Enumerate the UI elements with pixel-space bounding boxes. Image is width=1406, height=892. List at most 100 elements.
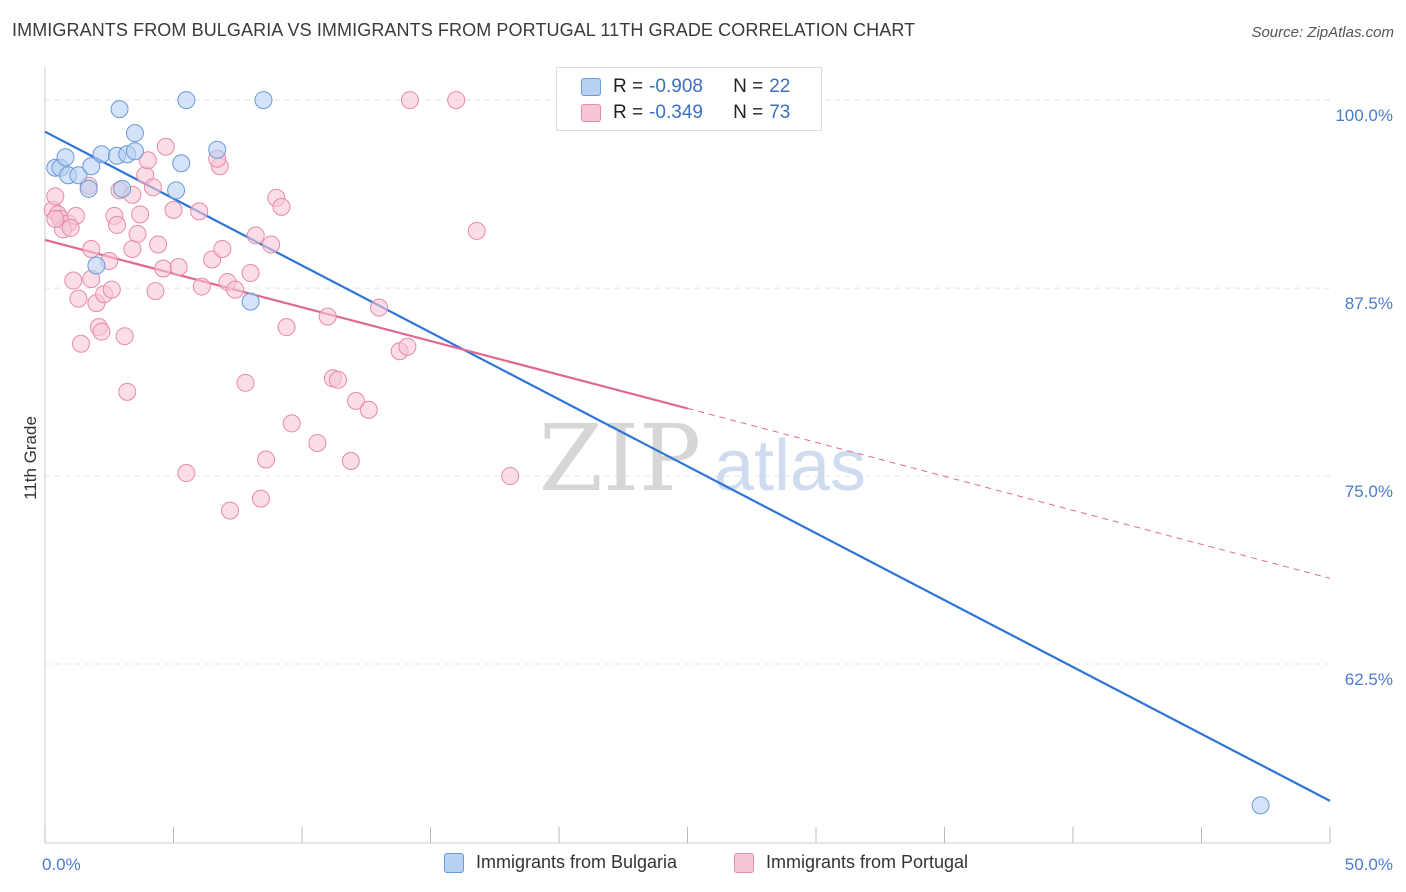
portugal-point	[169, 258, 188, 277]
bulgaria-point	[177, 91, 196, 110]
portugal-point	[123, 239, 142, 258]
bulgaria-point	[92, 145, 111, 164]
bulgaria-point	[79, 179, 98, 198]
bulgaria-point	[1251, 796, 1270, 815]
portugal-point	[138, 151, 157, 170]
portugal-point	[308, 433, 327, 452]
y-tick-label: 75.0%	[1345, 482, 1393, 501]
portugal-point	[213, 239, 232, 258]
bulgaria-point	[254, 91, 273, 110]
portugal-point	[115, 327, 134, 346]
portugal-legend-label: Immigrants from Portugal	[766, 852, 969, 872]
portugal-point	[241, 264, 260, 283]
portugal-point	[221, 501, 240, 520]
watermark: ZIP atlas	[539, 405, 866, 512]
bulgaria-point	[241, 292, 260, 311]
portugal-point	[251, 489, 270, 508]
portugal-point	[346, 391, 365, 410]
portugal-point	[277, 318, 296, 337]
portugal-point	[143, 178, 162, 197]
axes	[44, 67, 1331, 844]
legend-item-bulgaria: Immigrants from Bulgaria	[444, 852, 677, 873]
watermark-atlas: atlas	[714, 426, 866, 506]
stats-legend: R = -0.908 N = 22 R = -0.349 N = 73	[556, 67, 822, 131]
portugal-point	[146, 282, 165, 301]
portugal-swatch	[581, 104, 601, 122]
portugal-point	[118, 382, 137, 401]
bulgaria-point	[125, 142, 144, 161]
bulgaria-point	[172, 154, 191, 173]
portugal-point	[71, 334, 90, 353]
portugal-point	[272, 197, 291, 216]
portugal-r-value: -0.349	[649, 102, 703, 123]
portugal-n-value: 73	[769, 102, 791, 123]
y-tick-label: 100.0%	[1335, 106, 1393, 125]
bulgaria-point	[56, 148, 75, 167]
portugal-point	[447, 91, 466, 110]
chart-title: IMMIGRANTS FROM BULGARIA VS IMMIGRANTS F…	[12, 20, 916, 40]
portugal-point	[102, 280, 121, 299]
bulgaria-legend-label: Immigrants from Bulgaria	[476, 852, 678, 872]
bulgaria-point	[82, 157, 101, 176]
portugal-point	[467, 221, 486, 240]
portugal-point	[61, 218, 80, 237]
bulgaria-point	[110, 100, 129, 119]
portugal-point	[262, 235, 281, 254]
portugal-legend-swatch	[734, 852, 754, 873]
source-credit: Source: ZipAtlas.com	[1251, 24, 1394, 41]
y-tick-label: 87.5%	[1345, 294, 1393, 313]
portugal-point	[341, 452, 360, 471]
r-label: R =	[613, 76, 644, 97]
watermark-zip: ZIP	[539, 405, 701, 512]
bulgaria-point	[113, 179, 132, 198]
tick-labels: 62.5% 75.0% 87.5% 100.0% 0.0% 50.0%	[42, 106, 1393, 874]
data-points	[43, 91, 1270, 815]
portugal-point	[282, 414, 301, 433]
bulgaria-trendline	[44, 130, 1331, 802]
portugal-point	[257, 450, 276, 469]
portugal-point	[370, 298, 389, 317]
n-label: N =	[733, 76, 764, 97]
portugal-point	[246, 226, 265, 245]
portugal-point	[236, 373, 255, 392]
portugal-point	[192, 277, 211, 296]
portugal-point	[92, 322, 111, 341]
bulgaria-point	[87, 256, 106, 275]
r-label: R =	[613, 102, 644, 123]
portugal-trendline	[44, 238, 688, 410]
portugal-point	[164, 200, 183, 219]
portugal-point	[359, 400, 378, 419]
portugal-point	[318, 307, 337, 326]
legend-item-portugal: Immigrants from Portugal	[734, 852, 968, 873]
portugal-point	[46, 187, 65, 206]
portugal-point	[398, 337, 417, 356]
portugal-point	[226, 280, 245, 299]
series-legend: Immigrants from Bulgaria Immigrants from…	[0, 852, 1406, 878]
bulgaria-n-value: 22	[769, 76, 791, 97]
portugal-point	[328, 370, 347, 389]
x-tick-label: 0.0%	[42, 855, 81, 874]
bulgaria-r-value: -0.908	[649, 76, 703, 97]
portugal-point	[128, 224, 147, 243]
trendlines	[44, 130, 1331, 802]
bulgaria-point	[69, 166, 88, 185]
portugal-point	[400, 91, 419, 110]
bulgaria-point	[125, 124, 144, 143]
portugal-point	[190, 202, 209, 221]
portugal-point	[82, 239, 101, 258]
legend-row-portugal: R = -0.349 N = 73	[581, 101, 796, 125]
n-label: N =	[733, 102, 764, 123]
y-tick-label: 62.5%	[1345, 670, 1393, 689]
bulgaria-swatch	[581, 78, 601, 96]
legend-row-bulgaria: R = -0.908 N = 22	[581, 75, 796, 99]
portugal-point	[177, 464, 196, 483]
portugal-trendline-extension	[687, 407, 1331, 579]
bulgaria-legend-swatch	[444, 852, 464, 873]
bulgaria-point	[167, 181, 186, 200]
portugal-point	[154, 259, 173, 278]
portugal-point	[149, 235, 168, 254]
portugal-point	[501, 467, 520, 486]
portugal-point	[64, 271, 83, 290]
portugal-point	[156, 137, 175, 156]
